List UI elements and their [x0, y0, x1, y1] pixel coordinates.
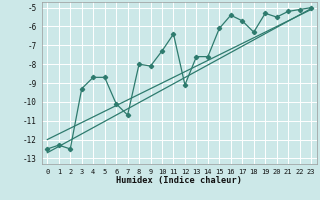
X-axis label: Humidex (Indice chaleur): Humidex (Indice chaleur)	[116, 176, 242, 185]
